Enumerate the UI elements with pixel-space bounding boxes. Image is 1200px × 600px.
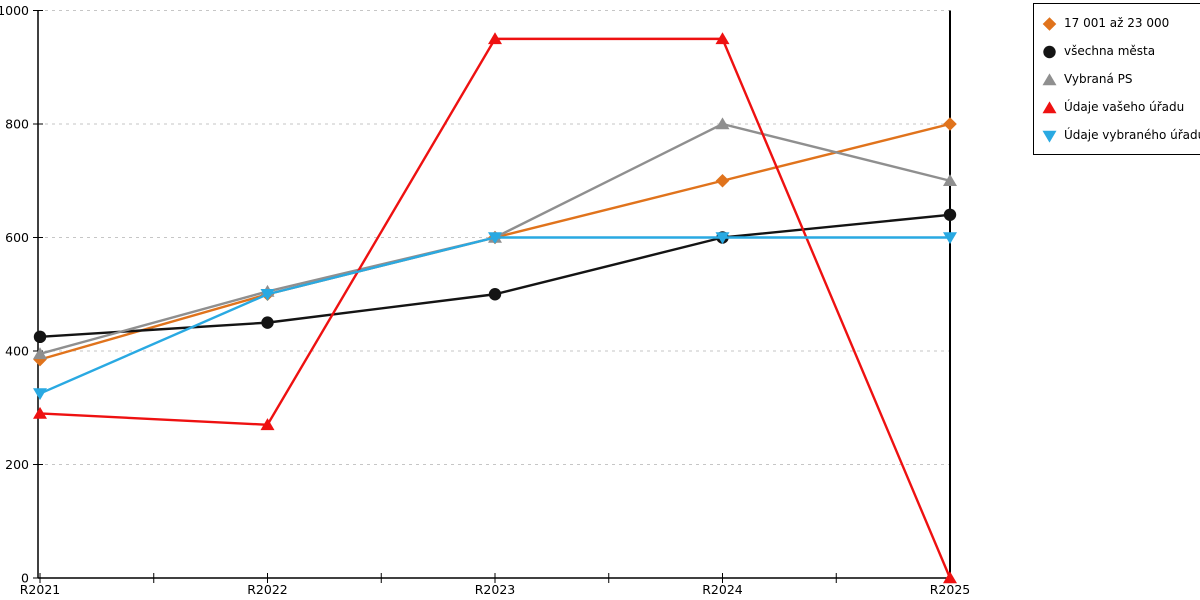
- marker-circle: [33, 330, 47, 344]
- legend-item: Vybraná PS: [1042, 65, 1200, 93]
- marker-triangle-down: [488, 232, 502, 245]
- legend-marker-shape: [1042, 16, 1057, 31]
- legend-marker-shape: [1042, 72, 1057, 85]
- legend-diamond-icon: [1042, 16, 1057, 31]
- legend-marker-shape: [1042, 100, 1057, 113]
- marker-circle: [488, 288, 502, 301]
- marker-triangle-up: [33, 406, 47, 419]
- legend-item-label: 17 001 až 23 000: [1064, 16, 1170, 30]
- marker-triangle-up: [488, 32, 502, 45]
- x-tick-label: R2025: [930, 582, 971, 597]
- x-tick-label: R2024: [702, 582, 743, 597]
- marker-diamond: [715, 173, 730, 188]
- marker-circle: [943, 208, 957, 221]
- legend-item: 17 001 až 23 000: [1042, 9, 1200, 37]
- legend-item-label: Údaje vašeho úřadu: [1064, 100, 1185, 114]
- chart-legend: 17 001 až 23 000 všechna města Vybraná PS Ú…: [1033, 3, 1200, 155]
- marker-diamond: [33, 352, 47, 367]
- y-tick-label: 800: [5, 117, 29, 132]
- legend-item-label: Údaje vybraného úřadu: [1064, 128, 1200, 142]
- marker-triangle-up: [943, 571, 957, 584]
- marker-triangle-down: [715, 232, 730, 245]
- marker-triangle-up: [33, 347, 47, 360]
- series-3: [33, 32, 957, 584]
- legend-circle-icon: [1043, 45, 1056, 58]
- legend-triangle-up-icon: [1042, 100, 1057, 113]
- legend-item-label: Vybraná PS: [1064, 72, 1133, 86]
- x-tick-label: R2022: [247, 582, 288, 597]
- legend-triangle-down-icon: [1042, 130, 1057, 143]
- marker-triangle-up: [715, 117, 730, 130]
- marker-triangle-down: [33, 388, 47, 401]
- marker-triangle-up: [943, 174, 957, 187]
- series-4: [33, 232, 957, 401]
- marker-triangle-up: [260, 418, 275, 431]
- marker-triangle-down: [943, 232, 957, 245]
- y-tick-label: 200: [5, 457, 29, 472]
- legend-item: Údaje vašeho úřadu: [1042, 93, 1200, 121]
- marker-triangle-up: [715, 32, 730, 45]
- marker-circle: [261, 316, 274, 329]
- y-tick-label: 1000: [0, 3, 29, 18]
- legend-item: Údaje vybraného úřadu: [1042, 121, 1200, 149]
- legend-marker-shape: [1043, 45, 1056, 58]
- y-tick-label: 600: [5, 230, 29, 245]
- legend-item-label: všechna města: [1064, 44, 1156, 58]
- y-tick-label: 400: [5, 344, 29, 359]
- marker-triangle-down: [260, 288, 275, 301]
- legend-item: všechna města: [1042, 37, 1200, 65]
- x-tick-label: R2021: [20, 582, 61, 597]
- legend-triangle-up-icon: [1042, 72, 1057, 85]
- marker-diamond: [943, 117, 957, 131]
- y-tick-label: 0: [21, 571, 29, 586]
- x-tick-label: R2023: [475, 582, 516, 597]
- series-1: [33, 208, 957, 344]
- series-line: [38, 37, 952, 580]
- legend-marker-shape: [1042, 130, 1057, 143]
